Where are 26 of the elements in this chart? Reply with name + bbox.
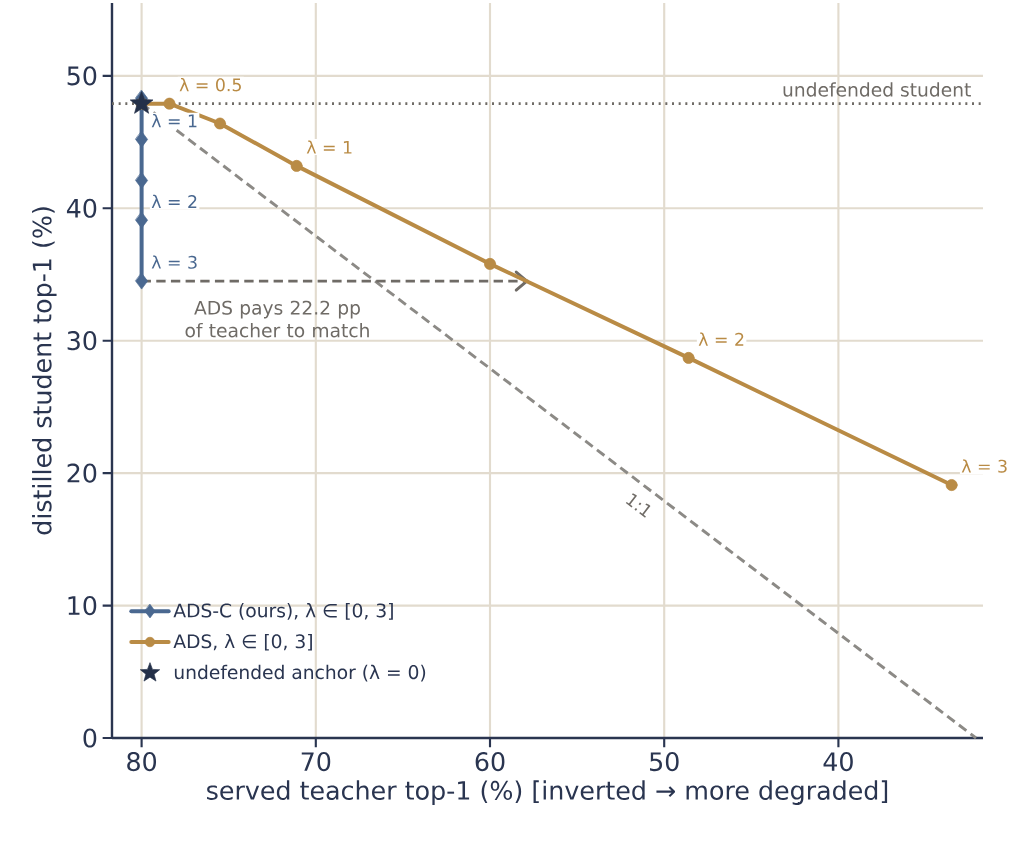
annotation: λ = 3 [961,459,1007,473]
ref-line-label: undefended student [783,82,971,97]
x-tick-label: 50 [650,752,679,772]
annotation: λ = 1 [306,140,352,154]
annotation: λ = 2 [698,332,744,346]
y-tick-label: 40 [66,198,97,218]
y-tick-label: 20 [67,463,97,483]
y-tick-label: 10 [68,595,97,616]
legend-label: undefended anchor (λ = 0) [174,664,426,682]
annotation: 1:1 [625,493,651,518]
y-axis-title: distilled student top-1 (%) [32,207,57,535]
annotation: λ = 0.5 [179,77,241,92]
x-axis-title: served teacher top-1 (%) [inverted → more degraded] [207,780,888,805]
annotation: λ = 3 [151,255,197,269]
legend-label: ADS-C (ours), λ ∈ [0, 3] [173,603,393,620]
annotation: λ = 1 [151,113,197,128]
annotation: λ = 2 [151,194,197,208]
x-tick-label: 40 [823,752,853,772]
x-tick-label: 70 [301,752,331,772]
y-tick-label: 30 [67,331,97,351]
x-tick-label: 60 [475,752,505,772]
annotation: ADS pays 22.2 pp of teacher to match [185,300,369,338]
legend-label: ADS, λ ∈ [0, 3] [173,633,312,651]
y-tick-label: 50 [67,66,97,86]
x-tick-label: 80 [127,752,157,772]
y-tick-label: 0 [83,728,97,748]
